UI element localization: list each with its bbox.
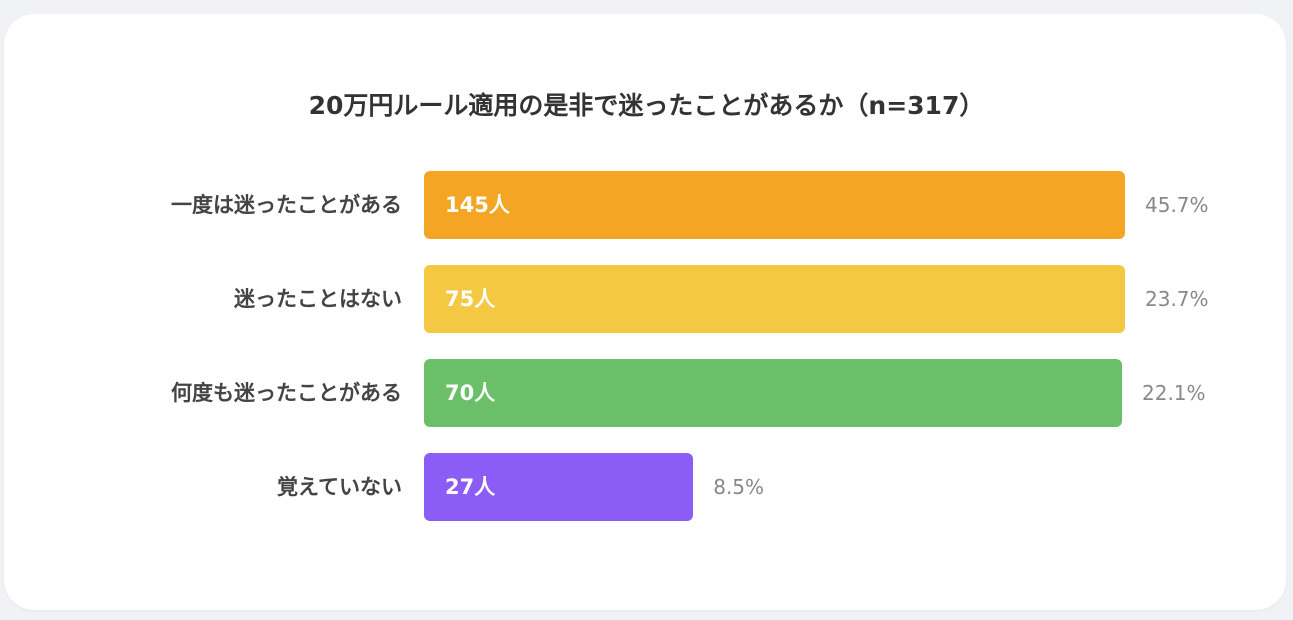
value-label: 145人 xyxy=(445,193,510,217)
bar: 75人 xyxy=(424,265,1125,333)
value-label: 75人 xyxy=(445,287,496,311)
bar-row: 何度も迷ったことがある 70人 22.1% xyxy=(0,359,1293,427)
category-label: 迷ったことはない xyxy=(234,287,402,311)
chart-title: 20万円ルール適用の是非で迷ったことがあるか（n=317） xyxy=(308,91,985,120)
bar-row: 覚えていない 27人 8.5% xyxy=(0,453,1293,521)
percent-label: 23.7% xyxy=(1145,287,1209,311)
bar: 145人 xyxy=(424,171,1125,239)
category-label: 何度も迷ったことがある xyxy=(171,381,402,405)
percent-label: 22.1% xyxy=(1142,381,1206,405)
value-label: 27人 xyxy=(445,475,496,499)
category-label: 一度は迷ったことがある xyxy=(171,193,402,217)
bar: 27人 xyxy=(424,453,694,521)
percent-label: 45.7% xyxy=(1145,193,1209,217)
value-label: 70人 xyxy=(445,381,496,405)
percent-label: 8.5% xyxy=(713,475,765,499)
category-label: 覚えていない xyxy=(277,475,402,499)
bar: 70人 xyxy=(424,359,1122,427)
bar-row: 一度は迷ったことがある 145人 45.7% xyxy=(0,171,1293,239)
bar-row: 迷ったことはない 75人 23.7% xyxy=(0,265,1293,333)
